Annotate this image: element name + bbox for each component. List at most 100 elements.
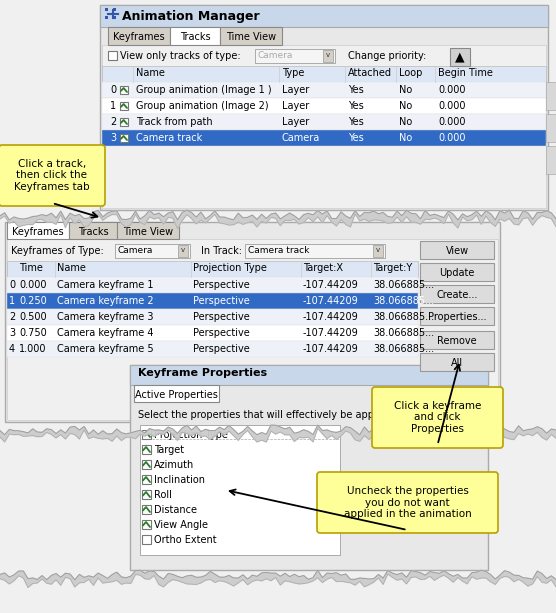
Text: 38.066885...: 38.066885... bbox=[373, 328, 434, 338]
Bar bbox=[120, 102, 128, 110]
Bar bbox=[7, 239, 498, 420]
Bar bbox=[7, 309, 418, 325]
Bar bbox=[102, 82, 546, 98]
FancyBboxPatch shape bbox=[0, 145, 105, 206]
Text: Begin Time: Begin Time bbox=[438, 68, 493, 78]
Bar bbox=[420, 285, 494, 303]
Text: Animation Manager: Animation Manager bbox=[122, 10, 260, 23]
Text: 0.750: 0.750 bbox=[19, 328, 47, 338]
Text: ▲: ▲ bbox=[455, 50, 465, 63]
Bar bbox=[113, 8, 116, 11]
Bar bbox=[170, 27, 220, 45]
Text: 1.000: 1.000 bbox=[19, 344, 47, 354]
Text: 0.000: 0.000 bbox=[438, 133, 465, 143]
Text: -107.44209: -107.44209 bbox=[303, 344, 359, 354]
Text: Yes: Yes bbox=[348, 85, 364, 95]
Bar bbox=[100, 5, 548, 210]
Text: Layer: Layer bbox=[282, 101, 309, 111]
Bar bbox=[178, 245, 188, 257]
Text: 2: 2 bbox=[110, 117, 116, 127]
Bar bbox=[420, 307, 494, 325]
Text: Yes: Yes bbox=[348, 117, 364, 127]
Text: Camera track: Camera track bbox=[248, 246, 309, 255]
Bar bbox=[102, 114, 546, 130]
Text: 3: 3 bbox=[110, 133, 116, 143]
Text: 0: 0 bbox=[110, 85, 116, 95]
Text: Perspective: Perspective bbox=[193, 344, 250, 354]
Text: Perspective: Perspective bbox=[193, 296, 250, 306]
Text: Create...: Create... bbox=[436, 291, 478, 300]
Text: Click a track,
then click the
Keyframes tab: Click a track, then click the Keyframes … bbox=[14, 159, 90, 192]
Text: View Angle: View Angle bbox=[154, 520, 208, 530]
Bar bbox=[7, 261, 418, 277]
Text: Tracks: Tracks bbox=[180, 32, 210, 42]
Text: Keyframes of Type:: Keyframes of Type: bbox=[11, 246, 104, 256]
Text: Projection Type: Projection Type bbox=[193, 263, 267, 273]
Text: Name: Name bbox=[57, 263, 86, 273]
Text: 0.500: 0.500 bbox=[19, 312, 47, 322]
Bar bbox=[69, 222, 117, 239]
Text: Camera: Camera bbox=[258, 51, 294, 60]
Text: 0: 0 bbox=[9, 280, 15, 290]
Text: Click a keyframe
and click
Properties: Click a keyframe and click Properties bbox=[394, 401, 481, 434]
Bar bbox=[115, 244, 190, 258]
Bar bbox=[142, 490, 151, 499]
Text: Change priority:: Change priority: bbox=[348, 51, 426, 61]
Bar bbox=[108, 27, 170, 45]
Text: -107.44209: -107.44209 bbox=[303, 328, 359, 338]
Bar bbox=[140, 425, 340, 555]
Text: No: No bbox=[399, 117, 412, 127]
FancyBboxPatch shape bbox=[317, 472, 498, 533]
Text: Track from path: Track from path bbox=[136, 117, 212, 127]
Bar bbox=[323, 50, 333, 62]
Bar bbox=[420, 241, 494, 259]
Text: Camera track: Camera track bbox=[136, 133, 202, 143]
Bar bbox=[142, 475, 151, 484]
Bar bbox=[102, 98, 546, 114]
Bar bbox=[420, 331, 494, 349]
Bar bbox=[420, 353, 494, 371]
Text: Time: Time bbox=[19, 263, 43, 273]
Bar bbox=[546, 82, 556, 110]
Text: Target:Y: Target:Y bbox=[373, 263, 412, 273]
Bar bbox=[7, 293, 418, 309]
Bar bbox=[120, 86, 128, 94]
Text: Inclination: Inclination bbox=[154, 475, 205, 485]
Text: No: No bbox=[399, 133, 412, 143]
Bar bbox=[134, 385, 219, 402]
Bar bbox=[546, 114, 556, 142]
Text: v: v bbox=[376, 247, 380, 253]
Text: Camera keyframe 3: Camera keyframe 3 bbox=[57, 312, 153, 322]
Text: Roll: Roll bbox=[154, 490, 172, 500]
Text: v: v bbox=[181, 247, 185, 253]
Text: -107.44209: -107.44209 bbox=[303, 280, 359, 290]
Text: Ortho Extent: Ortho Extent bbox=[154, 535, 217, 545]
Bar bbox=[120, 118, 128, 126]
Text: Properties...: Properties... bbox=[428, 313, 486, 322]
Text: Group animation (Image 1 ): Group animation (Image 1 ) bbox=[136, 85, 272, 95]
Text: -107.44209: -107.44209 bbox=[303, 296, 359, 306]
Bar bbox=[7, 222, 69, 239]
Bar bbox=[120, 134, 128, 142]
Text: 0.250: 0.250 bbox=[19, 296, 47, 306]
Bar bbox=[130, 365, 488, 570]
Bar bbox=[105, 16, 108, 19]
Text: Group animation (Image 2): Group animation (Image 2) bbox=[136, 101, 269, 111]
Text: 38.066885...: 38.066885... bbox=[373, 312, 434, 322]
Text: In Track:: In Track: bbox=[201, 246, 242, 256]
Bar bbox=[142, 535, 151, 544]
Text: 0.000: 0.000 bbox=[438, 117, 465, 127]
Text: Attached: Attached bbox=[348, 68, 392, 78]
Bar bbox=[255, 49, 335, 63]
Text: Update: Update bbox=[439, 268, 475, 278]
Text: 1: 1 bbox=[9, 296, 15, 306]
Bar bbox=[142, 505, 151, 514]
Text: Perspective: Perspective bbox=[193, 328, 250, 338]
Text: No: No bbox=[399, 85, 412, 95]
Bar bbox=[130, 365, 488, 385]
Bar bbox=[102, 130, 546, 146]
Bar bbox=[546, 146, 556, 174]
Text: Camera keyframe 2: Camera keyframe 2 bbox=[57, 296, 153, 306]
Text: View only tracks of type:: View only tracks of type: bbox=[120, 51, 241, 61]
Text: Target: Target bbox=[154, 445, 184, 455]
